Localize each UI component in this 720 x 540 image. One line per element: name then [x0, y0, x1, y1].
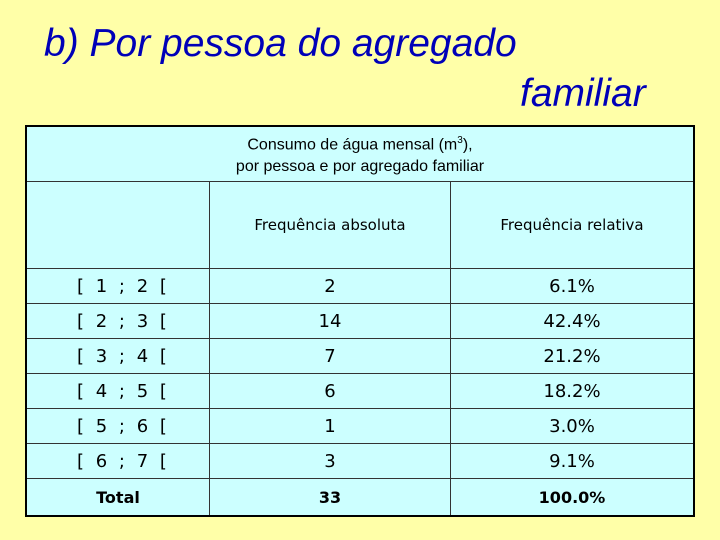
- title-line-2: familiar: [520, 72, 646, 115]
- class-interval: [ 4 ; 5 [: [25, 373, 210, 409]
- caption-superscript: 3: [457, 134, 463, 146]
- class-interval: [ 3 ; 4 [: [25, 338, 210, 374]
- class-interval: [ 1 ; 2 [: [25, 268, 210, 304]
- total-row: Total 33 100.0%: [25, 478, 695, 517]
- relative-frequency: 18.2%: [450, 373, 695, 409]
- absolute-frequency: 3: [209, 443, 451, 479]
- class-interval: [ 2 ; 3 [: [25, 303, 210, 339]
- table-caption: Consumo de água mensal (m3), por pessoa …: [25, 125, 695, 182]
- slide-title: b) Por pessoa do agregado familiar: [0, 0, 720, 120]
- relative-frequency: 3.0%: [450, 408, 695, 444]
- caption-line-1-start: Consumo de água mensal (m: [247, 136, 458, 154]
- absolute-frequency: 14: [209, 303, 451, 339]
- frequency-table: Consumo de água mensal (m3), por pessoa …: [25, 125, 695, 517]
- total-absolute-frequency: 33: [209, 478, 451, 517]
- absolute-frequency: 1: [209, 408, 451, 444]
- table-row: [ 6 ; 7 [ 3 9.1%: [25, 443, 695, 479]
- relative-frequency: 9.1%: [450, 443, 695, 479]
- table-row: [ 3 ; 4 [ 7 21.2%: [25, 338, 695, 374]
- title-line-1: b) Por pessoa do agregado: [44, 22, 517, 65]
- relative-frequency: 42.4%: [450, 303, 695, 339]
- absolute-frequency: 7: [209, 338, 451, 374]
- caption-line-2: por pessoa e por agregado familiar: [235, 158, 485, 176]
- absolute-frequency: 2: [209, 268, 451, 304]
- class-column-header: [25, 181, 210, 269]
- class-interval: [ 5 ; 6 [: [25, 408, 210, 444]
- total-label: Total: [25, 478, 210, 517]
- absolute-frequency-header: Frequência absoluta: [209, 181, 451, 269]
- table-row: [ 1 ; 2 [ 2 6.1%: [25, 268, 695, 304]
- table-row: [ 2 ; 3 [ 14 42.4%: [25, 303, 695, 339]
- class-interval: [ 6 ; 7 [: [25, 443, 210, 479]
- absolute-frequency: 6: [209, 373, 451, 409]
- relative-frequency: 6.1%: [450, 268, 695, 304]
- total-relative-frequency: 100.0%: [450, 478, 695, 517]
- relative-frequency: 21.2%: [450, 338, 695, 374]
- table-row: [ 5 ; 6 [ 1 3.0%: [25, 408, 695, 444]
- table-row: [ 4 ; 5 [ 6 18.2%: [25, 373, 695, 409]
- caption-line-1-end: ),: [462, 136, 473, 154]
- relative-frequency-header: Frequência relativa: [450, 181, 695, 269]
